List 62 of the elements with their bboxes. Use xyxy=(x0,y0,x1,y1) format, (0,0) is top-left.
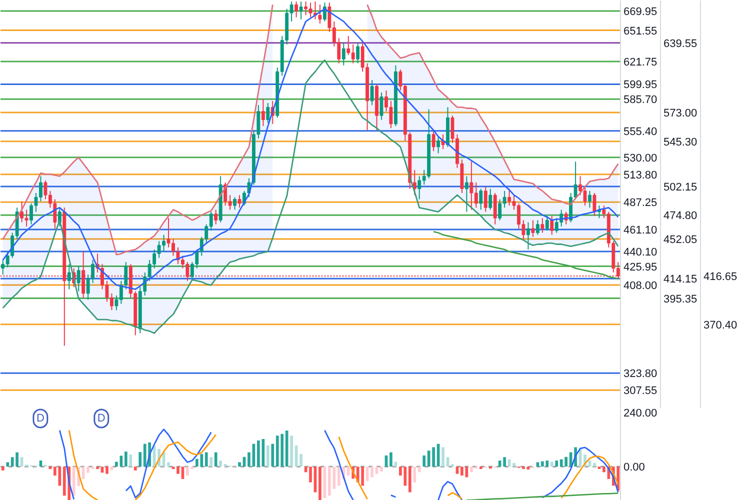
candlestick xyxy=(412,169,416,196)
y2-tick-label: 502.15 xyxy=(664,182,698,194)
y2-tick-label: 452.05 xyxy=(664,234,698,246)
candlestick xyxy=(380,92,384,120)
candlestick xyxy=(342,42,346,66)
candlestick xyxy=(464,176,468,212)
y-tick-label: 323.80 xyxy=(624,368,658,380)
y2-tick-label: 639.55 xyxy=(664,38,698,50)
y-tick-label: 513.80 xyxy=(624,169,658,182)
candlestick xyxy=(238,194,242,208)
y2-tick-label: 395.35 xyxy=(664,293,698,306)
candlestick xyxy=(294,1,298,18)
candlestick xyxy=(356,42,360,64)
candlestick xyxy=(214,209,218,225)
y-tick-label: 425.95 xyxy=(624,261,658,274)
line-series xyxy=(2,59,619,334)
y-tick-label: 307.55 xyxy=(624,385,658,398)
candlestick xyxy=(583,186,587,206)
candlestick xyxy=(540,218,544,234)
y-tick-label: 240.00 xyxy=(624,408,658,420)
annotation: D xyxy=(36,412,44,424)
y2-tick-label: 545.30 xyxy=(664,136,698,148)
y-tick-label: 651.55 xyxy=(624,25,658,38)
y-tick-label: 440.10 xyxy=(624,246,658,258)
y-tick-label: 408.00 xyxy=(624,280,658,292)
candlestick xyxy=(233,196,236,210)
annotation: D xyxy=(97,412,106,424)
candlestick xyxy=(370,80,374,106)
y-tick-label: 0.00 xyxy=(624,462,645,474)
line-series xyxy=(432,231,619,280)
candlestick xyxy=(493,192,497,225)
candlestick xyxy=(432,130,436,152)
y-tick-label: 621.75 xyxy=(624,56,658,68)
candlestick xyxy=(266,102,270,124)
candlestick xyxy=(588,190,592,208)
y-tick-label: 555.40 xyxy=(624,126,658,138)
candlestick xyxy=(436,136,440,154)
candlestick xyxy=(531,220,535,238)
y2-tick-label: 573.00 xyxy=(664,107,698,120)
y-tick-label: 669.95 xyxy=(624,6,658,18)
candlestick xyxy=(578,176,582,196)
candlestick xyxy=(526,222,530,250)
candlestick xyxy=(67,264,71,290)
candlestick xyxy=(536,220,540,236)
candlestick xyxy=(545,216,549,232)
y-tick-label: 487.25 xyxy=(624,197,658,210)
candlestick xyxy=(299,1,303,20)
y-tick-label: 461.10 xyxy=(624,224,658,237)
y-tick-label: 530.00 xyxy=(624,152,658,164)
candlestick xyxy=(479,188,483,210)
y3-tick-label: 416.65 xyxy=(704,271,738,284)
candlestick xyxy=(592,192,596,217)
candlestick xyxy=(261,98,265,127)
candlestick xyxy=(488,188,492,210)
y-tick-label: 585.70 xyxy=(624,94,658,106)
y2-tick-label: 414.15 xyxy=(664,274,698,286)
y-tick-label: 599.95 xyxy=(624,79,658,92)
candlestick xyxy=(76,266,80,292)
y3-tick-label: 370.40 xyxy=(704,319,738,332)
candlestick xyxy=(484,186,488,212)
y2-tick-label: 474.80 xyxy=(664,210,698,222)
candlestick xyxy=(550,216,554,236)
